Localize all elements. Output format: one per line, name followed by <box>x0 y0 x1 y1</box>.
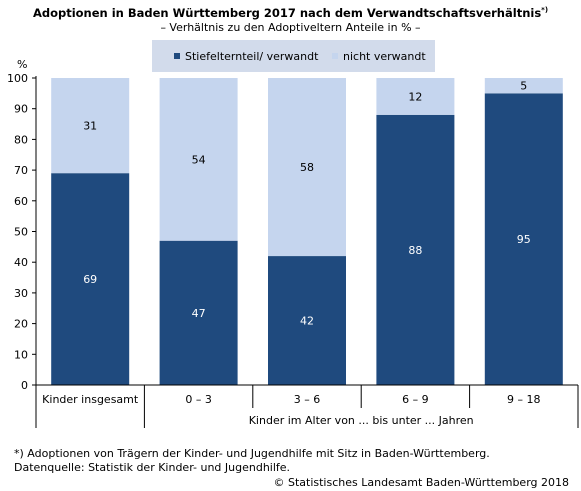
bar-verwandt <box>51 173 130 385</box>
bar-verwandt <box>268 256 346 385</box>
y-tick-label: 20 <box>14 318 28 331</box>
chart-title-text: Adoptionen in Baden Württemberg 2017 nac… <box>32 6 542 20</box>
legend-label-nicht-verwandt: nicht verwandt <box>343 50 426 63</box>
chart-title: Adoptionen in Baden Württemberg 2017 nac… <box>0 6 581 20</box>
y-tick-label: 80 <box>14 133 28 146</box>
x-category-label: 6 – 9 <box>402 393 429 406</box>
bar-nicht-verwandt <box>51 78 130 174</box>
legend-item-verwandt: Stiefelternteil/ verwandt <box>174 50 318 63</box>
y-axis-unit: % <box>17 58 28 71</box>
data-label-nicht-verwandt: 54 <box>192 153 206 166</box>
x-category-label: 9 – 18 <box>507 393 541 406</box>
legend: Stiefelternteil/ verwandt nicht verwandt <box>152 40 435 72</box>
y-tick-label: 40 <box>14 256 28 269</box>
data-label-nicht-verwandt: 31 <box>83 120 97 133</box>
legend-swatch-verwandt <box>174 53 180 59</box>
bar-verwandt <box>484 93 563 385</box>
data-label-verwandt: 88 <box>408 244 422 257</box>
legend-item-nicht-verwandt: nicht verwandt <box>332 50 426 63</box>
x-category-label: 3 – 6 <box>294 393 321 406</box>
data-label-verwandt: 42 <box>300 315 314 328</box>
bar-nicht-verwandt <box>376 78 455 115</box>
bar-nicht-verwandt <box>268 78 346 257</box>
bar-nicht-verwandt <box>159 78 238 241</box>
y-tick-label: 10 <box>14 348 28 361</box>
y-tick-label: 90 <box>14 103 28 116</box>
legend-label-verwandt: Stiefelternteil/ verwandt <box>185 50 319 63</box>
bar-verwandt <box>159 240 238 385</box>
y-tick-label: 60 <box>14 195 28 208</box>
x-group-label: Kinder im Alter von ... bis unter ... Ja… <box>249 414 474 427</box>
bar-nicht-verwandt <box>484 78 563 94</box>
footnote-adoptions: *) Adoptionen von Trägern der Kinder- un… <box>14 447 490 460</box>
chart-title-footnote-mark: *) <box>541 6 549 15</box>
footnote-data-source: Datenquelle: Statistik der Kinder- und J… <box>14 461 291 474</box>
x-category-label: 0 – 3 <box>185 393 212 406</box>
copyright-notice: © Statistisches Landesamt Baden-Württemb… <box>273 476 569 489</box>
legend-swatch-nicht-verwandt <box>332 53 338 59</box>
data-label-verwandt: 69 <box>83 273 97 286</box>
y-tick-label: 0 <box>21 379 28 392</box>
chart-subtitle: – Verhältnis zu den Adoptiveltern Anteil… <box>160 21 421 34</box>
data-label-nicht-verwandt: 5 <box>520 80 527 93</box>
x-category-label: Kinder insgesamt <box>42 393 139 406</box>
y-tick-label: 70 <box>14 164 28 177</box>
bar-verwandt <box>376 114 455 385</box>
data-label-verwandt: 95 <box>517 233 531 246</box>
data-label-nicht-verwandt: 12 <box>408 90 422 103</box>
data-label-verwandt: 47 <box>192 307 206 320</box>
y-tick-label: 30 <box>14 287 28 300</box>
y-tick-label: 50 <box>14 226 28 239</box>
data-label-nicht-verwandt: 58 <box>300 161 314 174</box>
y-tick-label: 100 <box>7 72 28 85</box>
